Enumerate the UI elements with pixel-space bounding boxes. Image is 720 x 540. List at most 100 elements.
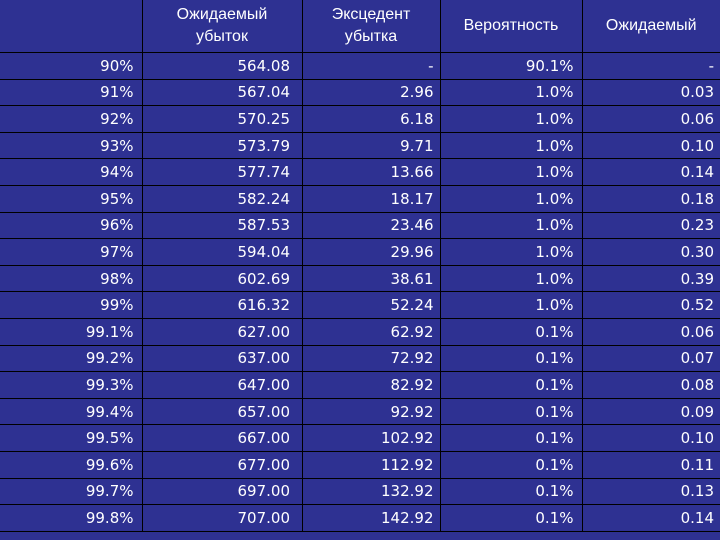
loss-excess-cell: 82.92 (302, 371, 441, 399)
table-body: 90% 564.08-90.1% -91% 567.04 2.96 1.0% 0.03 92%… (0, 52, 720, 532)
expected-loss-cell: 582.24 (142, 185, 303, 213)
loss-excess-cell: - (302, 52, 441, 80)
loss-excess-cell: 62.92 (302, 318, 441, 346)
expected-loss-cell: 637.00 (142, 345, 303, 373)
table-row: 95% 582.24 18.17 1.0% 0.18 (0, 185, 720, 213)
expected-loss-cell: 567.04 (142, 79, 303, 107)
table-row: 99.5% 667.00 102.92 0.1% 0.10 (0, 424, 720, 452)
table-row: 96% 587.53 23.46 1.0% 0.23 (0, 212, 720, 240)
expected-value-cell: 0.09 (582, 398, 720, 426)
expected-value-cell: 0.10 (582, 424, 720, 452)
table-row: 97% 594.04 29.96 1.0% 0.30 (0, 238, 720, 266)
level-cell: 91% (0, 79, 143, 107)
expected-value-cell: 0.18 (582, 185, 720, 213)
loss-excess-cell: 18.17 (302, 185, 441, 213)
table-row: 99.2% 637.00 72.92 0.1% 0.07 (0, 345, 720, 373)
expected-value-cell: 0.39 (582, 265, 720, 293)
loss-excess-cell: 52.24 (302, 291, 441, 319)
header-probability: Вероятность (440, 0, 583, 53)
header-loss-excess: Эксцедент убытка (302, 0, 441, 53)
level-cell: 99.3% (0, 371, 143, 399)
expected-loss-cell: 667.00 (142, 424, 303, 452)
table-row: 99.7% 697.00 132.92 0.1% 0.13 (0, 478, 720, 506)
level-cell: 99.2% (0, 345, 143, 373)
probability-cell: 0.1% (440, 424, 583, 452)
table-row: 98% 602.69 38.61 1.0% 0.39 (0, 265, 720, 293)
probability-cell: 1.0% (440, 79, 583, 107)
probability-cell: 1.0% (440, 212, 583, 240)
loss-excess-cell: 6.18 (302, 105, 441, 133)
header-expected-loss: Ожидаемый убыток (142, 0, 303, 53)
expected-value-cell: 0.11 (582, 451, 720, 479)
expected-value-cell: 0.14 (582, 158, 720, 186)
expected-loss-cell: 594.04 (142, 238, 303, 266)
loss-excess-cell: 9.71 (302, 132, 441, 160)
probability-cell: 0.1% (440, 398, 583, 426)
probability-cell: 0.1% (440, 318, 583, 346)
expected-loss-cell: 564.08 (142, 52, 303, 80)
expected-value-cell: 0.52 (582, 291, 720, 319)
header-expected: Ожидаемый (582, 0, 720, 53)
expected-value-cell: 0.30 (582, 238, 720, 266)
table-row: 99.1% 627.00 62.92 0.1% 0.06 (0, 318, 720, 346)
table-row: 90% 564.08-90.1% - (0, 52, 720, 80)
probability-cell: 1.0% (440, 185, 583, 213)
loss-excess-cell: 92.92 (302, 398, 441, 426)
expected-loss-cell: 657.00 (142, 398, 303, 426)
level-cell: 99.1% (0, 318, 143, 346)
expected-loss-cell: 577.74 (142, 158, 303, 186)
probability-cell: 1.0% (440, 158, 583, 186)
probability-cell: 1.0% (440, 105, 583, 133)
level-cell: 93% (0, 132, 143, 160)
table-row: 99% 616.32 52.24 1.0% 0.52 (0, 291, 720, 319)
level-cell: 99.4% (0, 398, 143, 426)
level-cell: 99.6% (0, 451, 143, 479)
loss-excess-cell: 2.96 (302, 79, 441, 107)
level-cell: 90% (0, 52, 143, 80)
expected-loss-cell: 707.00 (142, 504, 303, 532)
level-cell: 99.5% (0, 424, 143, 452)
loss-excess-cell: 102.92 (302, 424, 441, 452)
expected-loss-cell: 587.53 (142, 212, 303, 240)
probability-cell: 1.0% (440, 238, 583, 266)
table-row: 99.4% 657.00 92.92 0.1% 0.09 (0, 398, 720, 426)
level-cell: 99% (0, 291, 143, 319)
table-row: 94% 577.74 13.66 1.0% 0.14 (0, 158, 720, 186)
expected-value-cell: 0.03 (582, 79, 720, 107)
table-row: 99.3% 647.00 82.92 0.1% 0.08 (0, 371, 720, 399)
expected-value-cell: 0.10 (582, 132, 720, 160)
level-cell: 98% (0, 265, 143, 293)
probability-cell: 0.1% (440, 451, 583, 479)
probability-cell: 0.1% (440, 504, 583, 532)
probability-cell: 0.1% (440, 371, 583, 399)
expected-loss-cell: 697.00 (142, 478, 303, 506)
loss-excess-cell: 132.92 (302, 478, 441, 506)
table-row: 91% 567.04 2.96 1.0% 0.03 (0, 79, 720, 107)
level-cell: 94% (0, 158, 143, 186)
expected-value-cell: - (582, 52, 720, 80)
loss-excess-cell: 23.46 (302, 212, 441, 240)
level-cell: 99.8% (0, 504, 143, 532)
table-row: 99.8% 707.00 142.92 0.1% 0.14 (0, 504, 720, 532)
expected-value-cell: 0.07 (582, 345, 720, 373)
expected-value-cell: 0.08 (582, 371, 720, 399)
table-row: 99.6% 677.00 112.92 0.1% 0.11 (0, 451, 720, 479)
probability-cell: 1.0% (440, 291, 583, 319)
level-cell: 96% (0, 212, 143, 240)
expected-value-cell: 0.14 (582, 504, 720, 532)
loss-excess-cell: 72.92 (302, 345, 441, 373)
expected-value-cell: 0.06 (582, 105, 720, 133)
expected-loss-cell: 677.00 (142, 451, 303, 479)
header-level (0, 0, 143, 53)
expected-value-cell: 0.23 (582, 212, 720, 240)
expected-value-cell: 0.13 (582, 478, 720, 506)
expected-loss-cell: 602.69 (142, 265, 303, 293)
loss-excess-cell: 38.61 (302, 265, 441, 293)
table-row: 93% 573.79 9.71 1.0% 0.10 (0, 132, 720, 160)
expected-value-cell: 0.06 (582, 318, 720, 346)
probability-cell: 1.0% (440, 132, 583, 160)
level-cell: 99.7% (0, 478, 143, 506)
expected-loss-cell: 570.25 (142, 105, 303, 133)
